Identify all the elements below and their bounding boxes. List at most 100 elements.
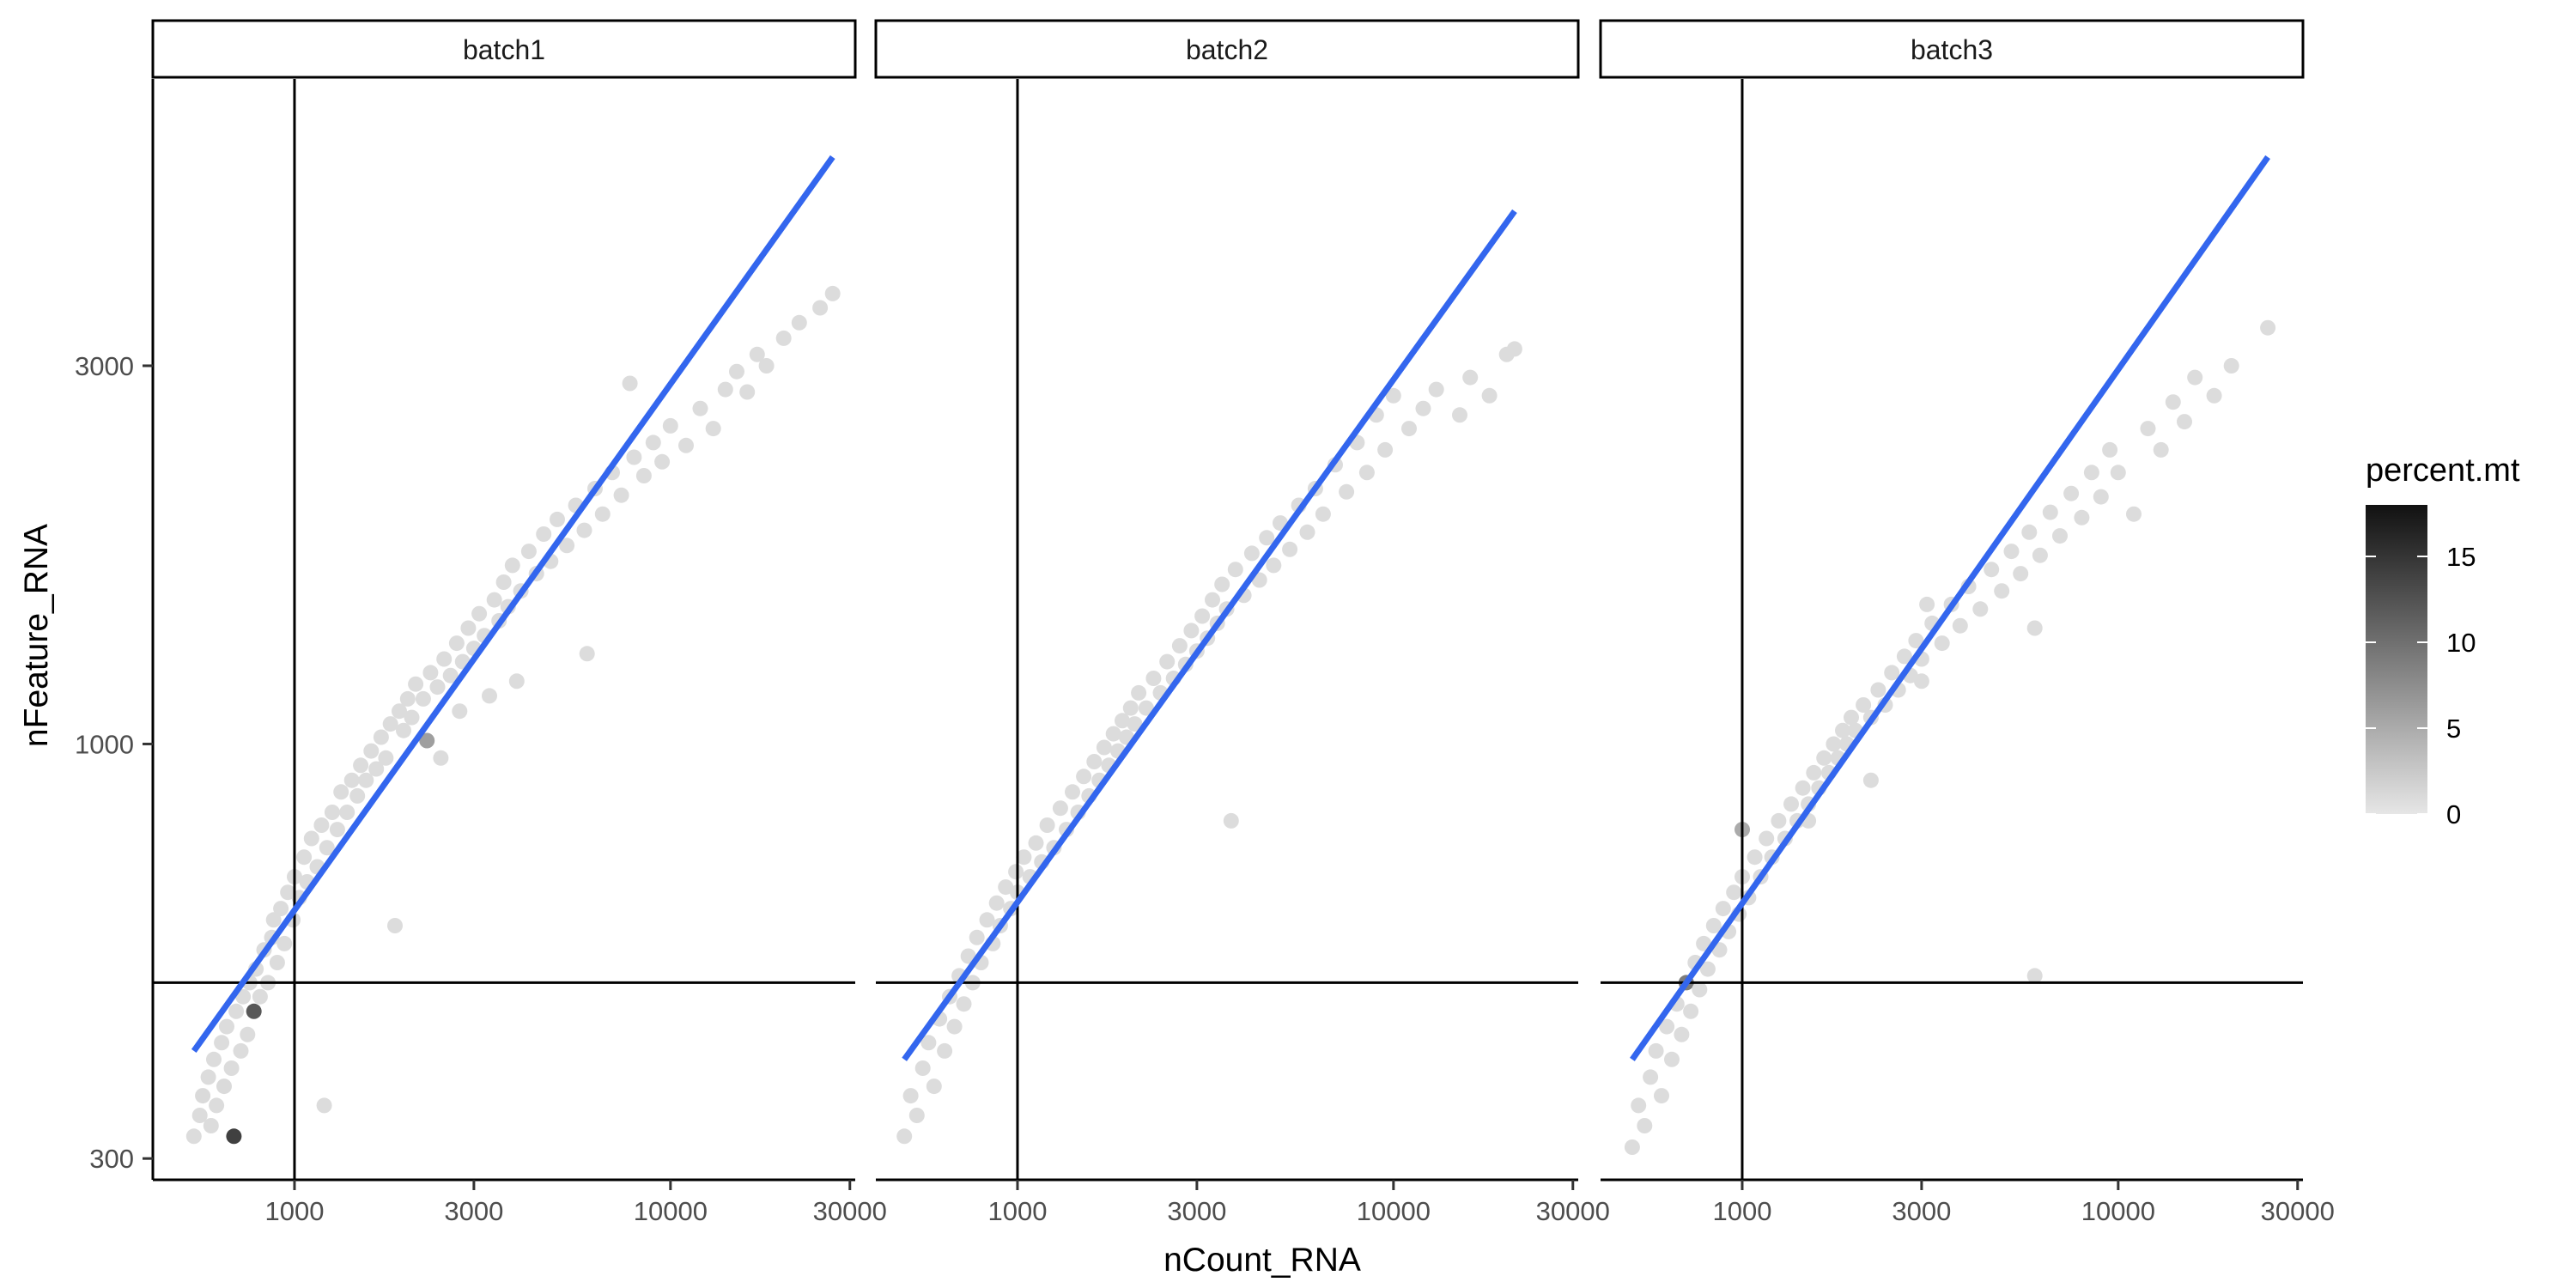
data-point — [2126, 506, 2142, 522]
data-point — [662, 417, 678, 434]
data-point — [382, 716, 398, 732]
data-point — [1401, 421, 1417, 437]
data-point — [1008, 864, 1024, 880]
data-point — [1771, 812, 1787, 829]
x-tick-label: 3000 — [444, 1196, 503, 1226]
data-point — [1358, 465, 1375, 481]
data-point — [729, 363, 744, 380]
data-point — [908, 1108, 925, 1123]
data-point — [471, 605, 488, 622]
y-tick-label: 300 — [89, 1144, 134, 1174]
data-point — [536, 526, 552, 542]
facet-panel-batch1: batch1 1000 3000 10000 30000 300 1000 3000 — [75, 19, 887, 1226]
legend-colorbar — [2366, 505, 2427, 814]
data-point — [1452, 407, 1467, 423]
data-point — [1654, 1088, 1669, 1104]
data-point — [1481, 387, 1498, 404]
data-point — [223, 1060, 240, 1076]
x-tick-label: 3000 — [1167, 1196, 1226, 1226]
data-point — [265, 912, 282, 928]
data-point — [2110, 465, 2126, 481]
data-point — [2032, 547, 2048, 563]
data-point — [1919, 596, 1935, 612]
data-point — [613, 487, 629, 503]
data-point — [482, 688, 497, 704]
data-point — [946, 1018, 963, 1035]
data-point — [333, 784, 349, 800]
legend-tick-label: 10 — [2446, 628, 2476, 658]
data-point — [191, 1108, 208, 1123]
data-point — [2177, 414, 2192, 430]
data-point — [1913, 673, 1929, 690]
data-point — [926, 1078, 942, 1095]
data-point — [214, 1035, 230, 1051]
data-point — [1016, 849, 1032, 866]
data-point — [508, 673, 525, 690]
data-point — [316, 1097, 332, 1114]
data-point — [228, 1003, 245, 1019]
data-point — [1039, 817, 1055, 833]
x-tick-label: 10000 — [2081, 1196, 2155, 1226]
data-point — [353, 757, 369, 774]
data-point — [396, 722, 411, 738]
data-point — [235, 988, 252, 1005]
x-tick-label: 30000 — [813, 1196, 887, 1226]
legend-ticks: 0 5 10 15 — [2366, 542, 2476, 829]
data-point — [233, 1042, 249, 1059]
data-point — [1052, 800, 1068, 817]
data-point — [1952, 617, 1968, 634]
data-point — [1259, 530, 1275, 546]
data-point — [486, 592, 502, 608]
data-point — [2102, 441, 2118, 458]
data-point — [1159, 653, 1176, 670]
data-point — [1223, 812, 1239, 829]
data-point — [209, 1097, 225, 1114]
data-point — [1631, 1097, 1647, 1114]
data-point — [1086, 754, 1103, 769]
data-point — [303, 830, 319, 847]
data-point — [240, 1026, 256, 1042]
data-point — [495, 574, 512, 590]
data-point — [1127, 716, 1143, 732]
data-point — [1699, 961, 1716, 977]
data-point — [2021, 524, 2038, 540]
data-point — [902, 1088, 919, 1104]
data-point — [1624, 1139, 1640, 1155]
data-point — [1884, 665, 1900, 681]
data-point — [998, 879, 1014, 896]
x-tick-label: 30000 — [2261, 1196, 2335, 1226]
data-point — [1131, 684, 1147, 701]
data-point — [1138, 700, 1154, 716]
data-point — [504, 557, 520, 574]
data-point — [717, 381, 733, 398]
data-point — [1076, 769, 1092, 785]
data-point — [1715, 901, 1731, 917]
data-point — [758, 358, 775, 374]
data-point — [1692, 981, 1708, 998]
data-point — [408, 676, 424, 692]
data-point — [200, 1069, 216, 1085]
data-point — [979, 912, 995, 928]
color-legend: percent.mt 0 5 10 15 — [2366, 453, 2520, 829]
data-point — [1674, 1026, 1690, 1042]
data-point — [1783, 796, 1799, 812]
data-point — [185, 1128, 202, 1145]
facet-panel-batch3: batch3 1000 3000 10000 30000 — [1599, 19, 2335, 1226]
x-tick-label: 1000 — [1712, 1196, 1771, 1226]
data-point — [252, 988, 268, 1005]
data-point — [206, 1051, 222, 1067]
data-point — [392, 703, 407, 720]
data-point — [1856, 697, 1872, 713]
data-point — [775, 330, 792, 346]
regression-line — [191, 155, 835, 1053]
data-point — [2206, 387, 2222, 404]
data-point — [273, 901, 289, 917]
data-point — [226, 1128, 242, 1145]
data-point — [920, 1035, 937, 1051]
data-point — [1795, 780, 1811, 796]
data-point — [2013, 566, 2029, 582]
data-point — [296, 849, 313, 866]
data-point — [678, 437, 694, 453]
